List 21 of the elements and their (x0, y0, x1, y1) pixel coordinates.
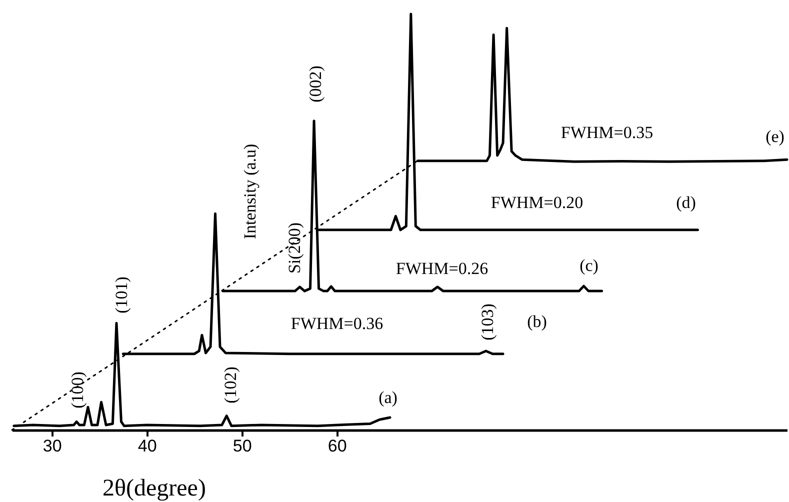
annotation: FWHM=0.36 (290, 314, 384, 333)
x-tick-label: 60 (328, 436, 347, 456)
annotation: (e) (766, 127, 784, 146)
x-axis-title: 2θ(degree) (102, 476, 206, 502)
annotation: (c) (580, 256, 598, 275)
annotation: FWHM=0.26 (396, 259, 488, 278)
annotation: FWHM=0.35 (560, 123, 654, 142)
annotation: (100) (68, 372, 87, 408)
x-tick-label: 50 (232, 436, 252, 456)
annotation: (a) (378, 388, 398, 407)
annotation: FWHM=0.20 (490, 193, 584, 212)
annotation: (101) (112, 276, 131, 314)
x-tick-label: 30 (42, 436, 62, 456)
annotation: (b) (527, 312, 547, 331)
annotation: (d) (676, 193, 696, 212)
y-axis-title: Intensity (a.u) (240, 144, 260, 240)
annotation: (002) (306, 66, 325, 102)
x-tick-label: 40 (138, 436, 157, 456)
annotation: (102) (221, 366, 240, 404)
annotation: (103) (478, 304, 497, 340)
annotation: Si(200) (285, 222, 304, 274)
